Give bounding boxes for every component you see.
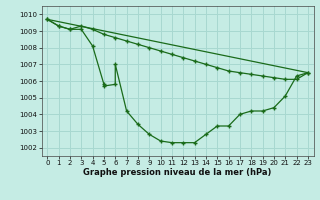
X-axis label: Graphe pression niveau de la mer (hPa): Graphe pression niveau de la mer (hPa) <box>84 168 272 177</box>
